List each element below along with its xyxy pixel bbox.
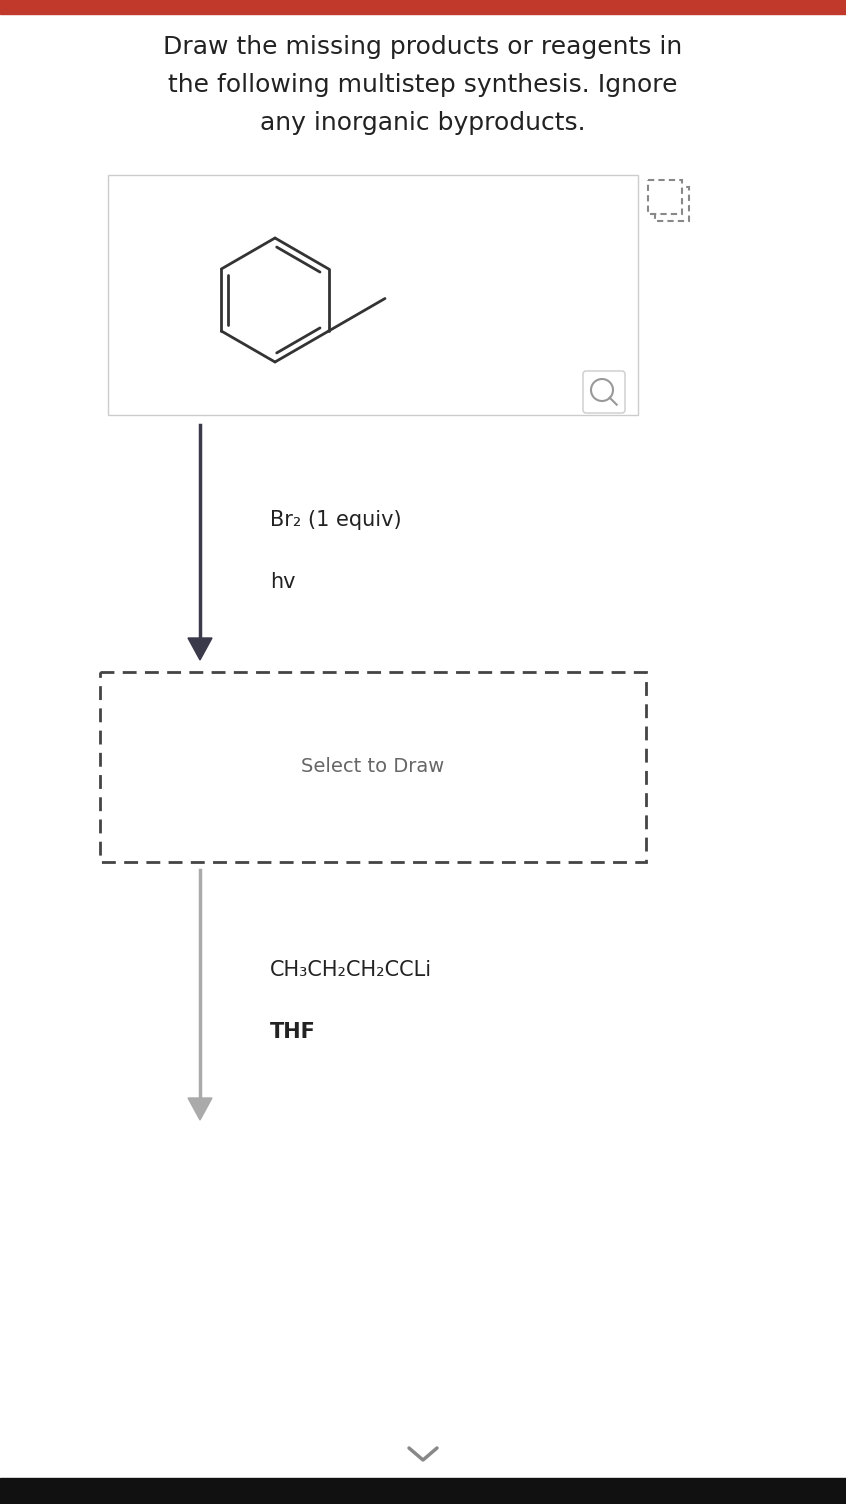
Bar	[655, 186, 689, 221]
Text: Br₂ (1 equiv): Br₂ (1 equiv)	[270, 510, 402, 529]
Bar	[100, 672, 646, 862]
Text: Draw the missing products or reagents in: Draw the missing products or reagents in	[163, 35, 683, 59]
Text: CH₃CH₂CH₂CCLi: CH₃CH₂CH₂CCLi	[270, 960, 432, 981]
Text: hv: hv	[270, 572, 295, 593]
Text: THF: THF	[270, 1023, 316, 1042]
Text: any inorganic byproducts.: any inorganic byproducts.	[261, 111, 585, 135]
Text: the following multistep synthesis. Ignore: the following multistep synthesis. Ignor…	[168, 74, 678, 96]
Polygon shape	[188, 638, 212, 660]
Bar	[648, 180, 682, 214]
Polygon shape	[188, 1098, 212, 1120]
Text: Select to Draw: Select to Draw	[301, 758, 445, 776]
FancyBboxPatch shape	[583, 371, 625, 414]
Bar	[108, 174, 638, 415]
Bar	[0, 0, 846, 14]
Bar	[0, 1478, 846, 1504]
